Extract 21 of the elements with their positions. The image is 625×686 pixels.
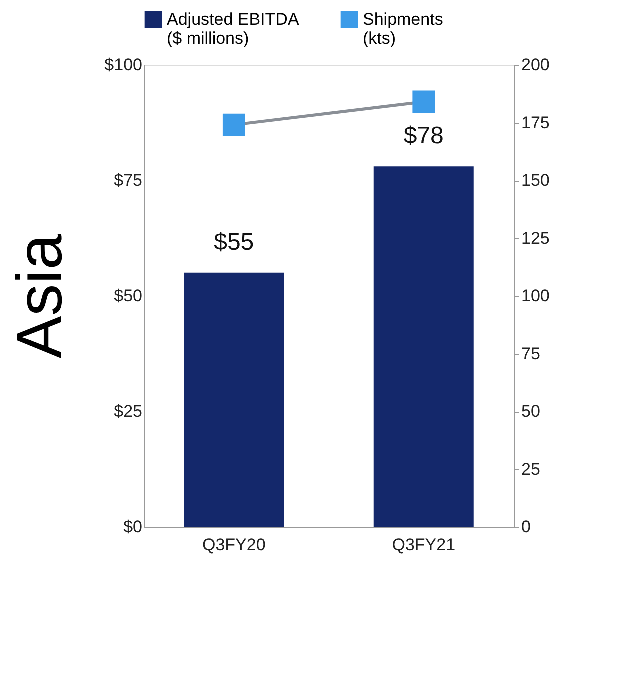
y-axis-title: Asia bbox=[4, 234, 76, 359]
y2-tick-label: 50 bbox=[522, 402, 540, 421]
y2-tick-label: 175 bbox=[522, 113, 550, 132]
y-tick-label: $25 bbox=[114, 402, 142, 421]
y-tick-label: $50 bbox=[114, 286, 142, 306]
y2-tick-label: 25 bbox=[522, 460, 540, 479]
y2-tick-label: 75 bbox=[522, 344, 540, 364]
y-tick-label: $0 bbox=[124, 518, 142, 536]
legend-label: Shipments (kts) bbox=[363, 10, 444, 48]
x-tick-label: Q3FY21 bbox=[392, 536, 456, 554]
legend-label: Adjusted EBITDA ($ millions) bbox=[167, 10, 300, 48]
data-label: $55 bbox=[214, 228, 254, 256]
y-tick-label: $100 bbox=[104, 56, 142, 74]
y2-tick-label: 200 bbox=[522, 56, 550, 74]
x-tick-label: Q3FY20 bbox=[202, 536, 266, 554]
y-tick-label: $75 bbox=[114, 171, 142, 190]
y2-tick-label: 100 bbox=[522, 286, 550, 306]
y2-tick-label: 150 bbox=[522, 171, 550, 190]
y2-tick-label: 125 bbox=[522, 228, 550, 248]
data-label: $78 bbox=[404, 122, 444, 150]
y2-tick-label: 0 bbox=[522, 518, 531, 536]
